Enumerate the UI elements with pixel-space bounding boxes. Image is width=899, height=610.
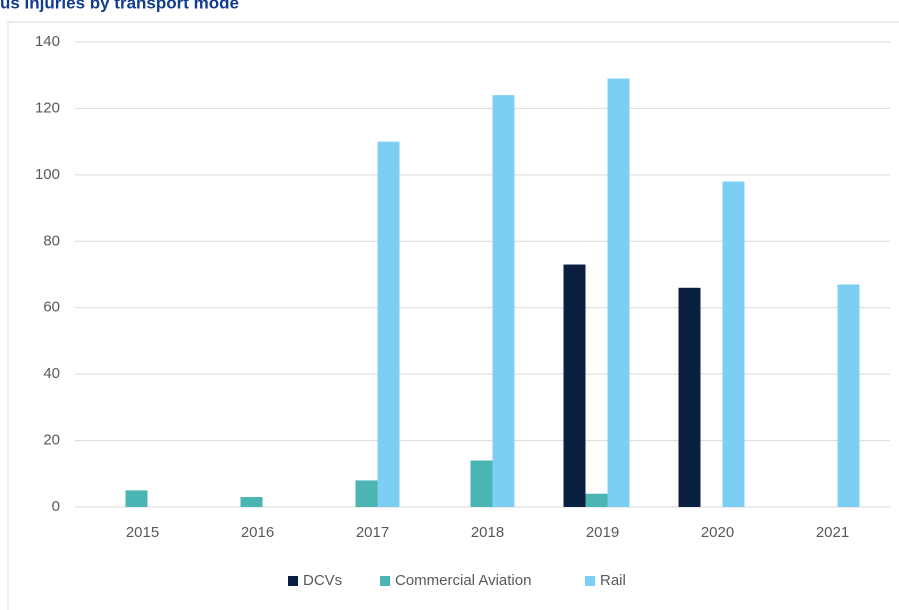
y-tick-label: 140 (35, 33, 60, 50)
bar (240, 497, 263, 507)
bar (837, 284, 860, 507)
chart-frame (7, 21, 899, 610)
y-tick-label: 120 (35, 99, 60, 116)
y-tick-label: 0 (52, 498, 60, 515)
legend-swatch (288, 576, 298, 586)
bar (563, 264, 586, 507)
bar (492, 95, 515, 508)
bar (125, 490, 148, 507)
x-tick-label: 2017 (356, 524, 389, 541)
x-tick-label: 2021 (816, 524, 849, 541)
x-tick-label: 2015 (126, 524, 159, 541)
legend-label: DCVs (303, 572, 342, 589)
legend-swatch (585, 576, 595, 586)
bar (722, 181, 745, 507)
bar (607, 78, 630, 508)
bar (355, 480, 378, 507)
y-tick-label: 40 (43, 365, 60, 382)
legend-label: Rail (600, 572, 626, 589)
chart-title: us injuries by transport mode (0, 0, 239, 12)
x-tick-label: 2018 (471, 524, 504, 541)
bar (585, 493, 608, 507)
x-tick-label: 2020 (701, 524, 734, 541)
y-tick-label: 60 (43, 299, 60, 316)
x-tick-label: 2019 (586, 524, 619, 541)
legend-label: Commercial Aviation (395, 572, 531, 589)
x-tick-label: 2016 (241, 524, 274, 541)
bar (377, 141, 400, 507)
y-tick-label: 100 (35, 166, 60, 183)
bar (470, 460, 493, 507)
legend-swatch (380, 576, 390, 586)
y-tick-label: 80 (43, 232, 60, 249)
bar (678, 287, 701, 507)
y-tick-label: 20 (43, 432, 60, 449)
